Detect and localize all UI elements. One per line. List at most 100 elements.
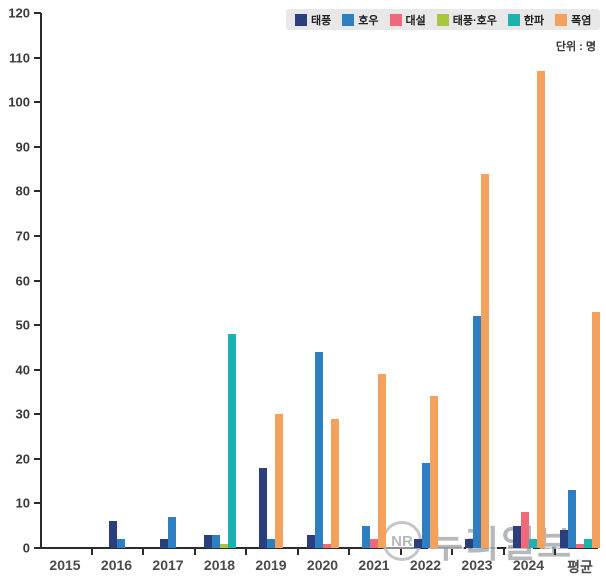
y-axis-tick (34, 12, 41, 14)
x-axis-tick (296, 549, 299, 555)
chart-legend: 태풍 호우 대설 태풍·호우 한파 폭염 (286, 9, 601, 30)
x-axis-category-label: 평균 (567, 559, 593, 575)
bar-호우-2021 (362, 525, 370, 548)
legend-swatch-icon (295, 13, 307, 26)
y-axis-tick-label: 40 (15, 362, 30, 378)
legend-label: 한파 (523, 14, 545, 27)
x-axis-category-label: 2015 (49, 557, 81, 573)
bar-호우-평균 (568, 490, 576, 548)
legend-label: 태풍 (311, 14, 332, 27)
y-axis-tick (34, 190, 41, 193)
x-axis-category-label: 2016 (100, 557, 133, 573)
bar-호우-2018 (211, 534, 220, 548)
bar-대설-2020 (322, 543, 331, 548)
bar-호우-2017 (168, 516, 176, 548)
y-axis-tick (34, 279, 41, 282)
y-axis-tick-label: 0 (22, 540, 30, 556)
y-axis-tick (34, 56, 41, 59)
bar-폭염-2022 (429, 396, 438, 548)
legend-label: 대설 (405, 14, 426, 27)
x-axis-tick (193, 549, 196, 555)
bar-대설-평균 (576, 543, 584, 548)
bar-폭염-2023 (481, 173, 489, 548)
bar-태풍·호우-2018 (219, 543, 228, 548)
y-axis-line (40, 13, 42, 549)
bar-태풍-2023 (465, 539, 473, 548)
x-axis-tick (142, 549, 145, 555)
bar-태풍-평균 (560, 530, 568, 548)
y-axis-tick-label: 100 (8, 94, 30, 110)
legend-swatch-icon (436, 13, 449, 26)
x-axis-category-label: 2017 (152, 557, 184, 573)
legend-item: 태풍·호우 (436, 12, 497, 28)
x-axis-category-label: 2021 (358, 557, 390, 573)
x-axis-category-label: 2023 (461, 557, 493, 573)
bar-태풍-2020 (306, 534, 315, 548)
bar-폭염-2020 (330, 418, 339, 548)
legend-label: 폭염 (571, 14, 592, 27)
bar-폭염-2024 (536, 70, 545, 548)
legend-item: 대설 (389, 12, 426, 28)
x-axis-tick (399, 549, 402, 555)
bar-호우-2022 (421, 463, 430, 548)
bar-태풍-2022 (413, 539, 422, 548)
legend-swatch-icon (342, 13, 355, 26)
x-axis-tick (348, 549, 351, 555)
x-axis-tick (451, 549, 454, 555)
y-axis-tick-label: 80 (15, 183, 30, 199)
legend-label: 태풍·호우 (452, 14, 497, 27)
x-axis-category-label: 2018 (203, 557, 236, 573)
y-axis-tick (34, 547, 41, 549)
x-axis-tick (90, 549, 93, 555)
y-axis-tick-label: 120 (8, 5, 30, 21)
y-axis-tick-label: 90 (15, 139, 30, 155)
y-axis-tick (34, 145, 41, 148)
unit-label: 단위 : 명 (555, 41, 596, 53)
bar-태풍-2024 (512, 525, 521, 548)
x-axis-line (40, 547, 598, 549)
bar-호우-2020 (314, 351, 323, 548)
x-axis-category-label: 2022 (409, 557, 442, 573)
bar-호우-2019 (267, 539, 275, 548)
legend-swatch-icon (507, 13, 520, 26)
y-axis-tick (34, 413, 41, 416)
bar-태풍-2017 (160, 539, 168, 548)
legend-item: 폭염 (555, 12, 591, 28)
y-axis-tick (34, 457, 41, 460)
legend-item: 태풍 (295, 12, 331, 28)
x-axis-tick (502, 549, 505, 555)
bar-폭염-2021 (378, 374, 386, 548)
bar-대설-2024 (520, 512, 529, 548)
y-axis-tick (34, 101, 41, 104)
x-axis-category-label: 2019 (255, 557, 287, 573)
y-axis-tick-label: 60 (15, 273, 30, 288)
bar-태풍-2019 (259, 467, 267, 548)
legend-swatch-icon (389, 13, 402, 26)
y-axis-tick-label: 10 (15, 495, 30, 511)
y-axis-tick (34, 324, 41, 327)
legend-label: 호우 (358, 14, 379, 27)
bar-태풍-2016 (108, 521, 117, 548)
x-axis-tick (554, 549, 557, 555)
y-axis-tick-label: 110 (9, 50, 30, 66)
bar-한파-평균 (584, 539, 592, 548)
bar-호우-2023 (473, 316, 481, 548)
bar-폭염-평균 (592, 311, 600, 548)
bar-대설-2021 (370, 539, 378, 548)
x-axis-category-label: 2024 (512, 557, 545, 573)
y-axis-tick-label: 30 (15, 406, 30, 422)
bar-한파-2018 (227, 334, 236, 548)
y-axis-tick (34, 368, 41, 371)
y-axis-tick-label: 50 (15, 317, 30, 333)
bar-폭염-2019 (275, 414, 283, 548)
bar-호우-2016 (116, 539, 125, 548)
x-axis-category-label: 2020 (306, 557, 339, 573)
legend-swatch-icon (555, 13, 568, 26)
bar-한파-2024 (528, 539, 537, 548)
legend-item: 호우 (342, 12, 379, 28)
y-axis-tick-label: 20 (15, 451, 30, 467)
legend-item: 한파 (507, 12, 545, 28)
y-axis-tick-label: 70 (15, 228, 30, 244)
x-axis-tick (245, 549, 248, 555)
